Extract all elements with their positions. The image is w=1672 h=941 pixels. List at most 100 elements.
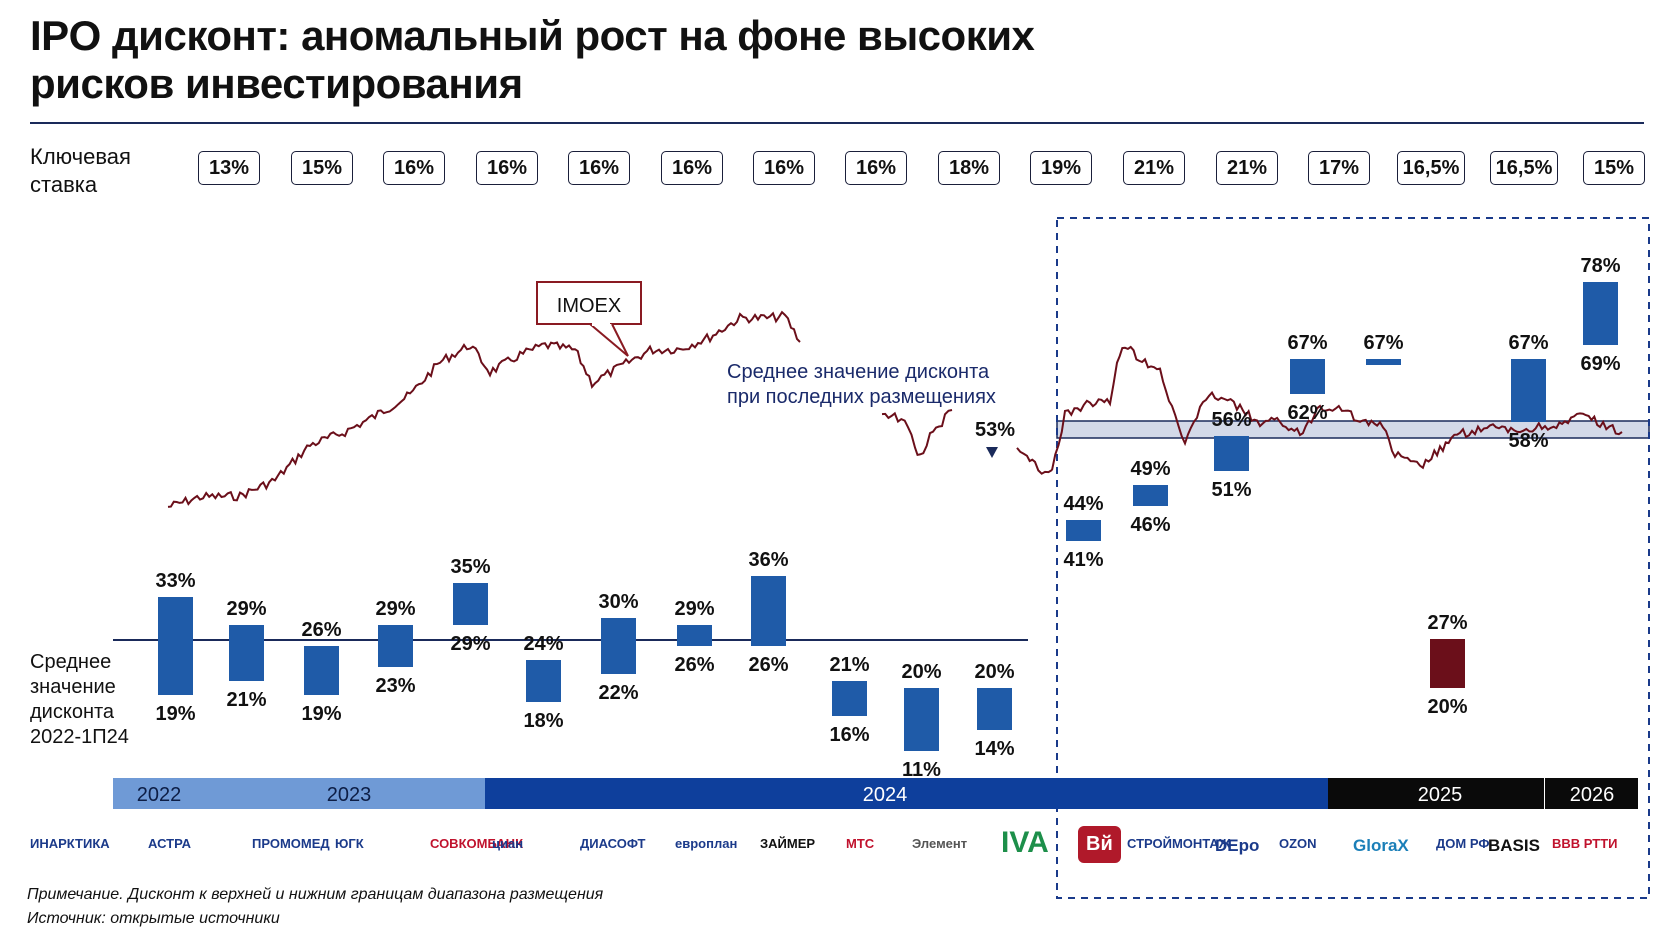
imoex-line-segment-2 bbox=[881, 409, 953, 457]
issuer-logo: СТРОЙМОНТАЖ bbox=[1127, 836, 1231, 851]
key-rate-label-line2: ставка bbox=[30, 172, 98, 197]
issuer-logo: европлан bbox=[675, 836, 738, 851]
issuer-logo: АСТРА bbox=[148, 836, 191, 851]
timeline-segment bbox=[113, 778, 485, 809]
discount-high-label: 33% bbox=[155, 570, 195, 592]
recent-avg-label-line1: Среднее значение дисконта bbox=[727, 361, 990, 383]
discount-low-label: 19% bbox=[155, 703, 195, 725]
imoex-label: IMOEX bbox=[557, 295, 621, 317]
discount-low-label: 14% bbox=[974, 738, 1014, 760]
imoex-callout: IMOEX bbox=[536, 281, 642, 357]
imoex-line-segment-4 bbox=[1051, 345, 1623, 471]
discount-low-label: 62% bbox=[1287, 402, 1327, 424]
timeline-year-label: 2025 bbox=[1418, 784, 1463, 806]
discount-bar bbox=[526, 660, 561, 702]
timeline-segment bbox=[1328, 778, 1544, 809]
discount-high-label: 29% bbox=[375, 598, 415, 620]
avg-label-line1: Среднее bbox=[30, 651, 112, 673]
discount-high-label: 78% bbox=[1580, 255, 1620, 277]
discount-bar bbox=[751, 576, 786, 646]
issuer-logo: СОВКОМБАНК bbox=[430, 836, 523, 851]
issuer-logo: ИНАРКТИКА bbox=[30, 836, 110, 851]
discount-high-label: 49% bbox=[1130, 458, 1170, 480]
key-rate-box: 15% bbox=[1583, 151, 1645, 185]
issuer-logo: OZON bbox=[1279, 836, 1317, 851]
discount-low-label: 22% bbox=[598, 682, 638, 704]
issuer-logo: Элемент bbox=[912, 836, 968, 851]
issuer-logo: ДИАСОФТ bbox=[580, 836, 646, 851]
discount-bar bbox=[977, 688, 1012, 730]
issuer-logo: ВВВ РТТИ bbox=[1552, 836, 1618, 851]
discount-low-label: 46% bbox=[1130, 514, 1170, 536]
timeline-segment bbox=[485, 778, 1328, 809]
avg-label-line3: дисконта bbox=[30, 701, 115, 723]
discount-low-label: 16% bbox=[829, 724, 869, 746]
avg-label-line4: 2022-1П24 bbox=[30, 726, 129, 748]
discount-high-label: 67% bbox=[1363, 332, 1403, 354]
discount-bar bbox=[1290, 359, 1325, 394]
discount-high-label: 21% bbox=[829, 654, 869, 676]
discount-low-label: 23% bbox=[375, 675, 415, 697]
discount-bar bbox=[1430, 639, 1465, 688]
discount-high-label: 30% bbox=[598, 591, 638, 613]
issuer-logo: BASIS bbox=[1488, 836, 1540, 855]
issuer-logo: циан bbox=[492, 836, 524, 851]
recent-avg-marker-icon bbox=[986, 447, 998, 458]
discount-bar bbox=[1366, 359, 1401, 365]
key-rate-label: Ключевая ставка bbox=[30, 143, 131, 199]
key-rate-box: 16% bbox=[661, 151, 723, 185]
key-rate-box: 16,5% bbox=[1490, 151, 1558, 185]
discount-bar bbox=[832, 681, 867, 716]
discount-bar bbox=[229, 625, 264, 681]
discount-bar bbox=[453, 583, 488, 625]
discount-high-label: 35% bbox=[450, 556, 490, 578]
discount-high-label: 20% bbox=[901, 661, 941, 683]
discount-high-label: 36% bbox=[748, 549, 788, 571]
imoex-line bbox=[167, 310, 801, 508]
discount-low-label: 58% bbox=[1508, 430, 1548, 452]
imoex-line-segment-3 bbox=[1016, 447, 1053, 475]
timeline-year-label: 2023 bbox=[327, 784, 372, 806]
key-rate-box: 16,5% bbox=[1397, 151, 1465, 185]
discount-high-label: 24% bbox=[523, 633, 563, 655]
discount-high-label: 56% bbox=[1211, 409, 1251, 431]
recent-placements-frame bbox=[1056, 217, 1650, 899]
discount-low-label: 26% bbox=[674, 654, 714, 676]
discount-bars: 33% 19% 29% 21% 26% 19% 29% 23% 35% 29% 24% 18% 30% 2… bbox=[155, 255, 1620, 781]
discount-bar bbox=[1511, 359, 1546, 422]
discount-bar bbox=[1066, 520, 1101, 541]
discount-low-label: 19% bbox=[301, 703, 341, 725]
timeline-segment bbox=[1545, 778, 1638, 809]
timeline-year-label: 2026 bbox=[1570, 784, 1615, 806]
discount-low-label: 69% bbox=[1580, 353, 1620, 375]
key-rate-box: 16% bbox=[383, 151, 445, 185]
key-rate-box: 18% bbox=[938, 151, 1000, 185]
key-rate-box: 13% bbox=[198, 151, 260, 185]
footnote: Примечание. Дисконт к верхней и нижним г… bbox=[27, 886, 604, 903]
avg-label-line2: значение bbox=[30, 676, 116, 698]
issuer-logo: МТС bbox=[846, 836, 875, 851]
issuer-logo: ДОМ РФ bbox=[1436, 836, 1490, 851]
discount-bar bbox=[1214, 436, 1249, 471]
key-rate-box: 16% bbox=[476, 151, 538, 185]
discount-low-label: 26% bbox=[748, 654, 788, 676]
title-line-2: рисков инвестирования bbox=[30, 60, 523, 107]
key-rate-box: 21% bbox=[1123, 151, 1185, 185]
issuer-logo: ЮГК bbox=[335, 836, 364, 851]
discount-low-label: 29% bbox=[450, 633, 490, 655]
discount-low-label: 11% bbox=[902, 759, 941, 781]
discount-high-label: 44% bbox=[1063, 493, 1103, 515]
discount-bar bbox=[601, 618, 636, 674]
discount-high-label: 20% bbox=[974, 661, 1014, 683]
discount-bar bbox=[304, 646, 339, 695]
discount-low-label: 41% bbox=[1063, 549, 1103, 571]
issuer-logo: IVA bbox=[1001, 826, 1049, 859]
issuer-logo: ЗАЙМЕР bbox=[760, 836, 816, 851]
key-rate-box: 15% bbox=[291, 151, 353, 185]
source-note: Источник: открытые источники bbox=[27, 910, 280, 927]
issuer-logo: Вй bbox=[1078, 826, 1121, 863]
discount-high-label: 27% bbox=[1427, 612, 1467, 634]
discount-bar bbox=[1583, 282, 1618, 345]
title-line-1: IPO дисконт: аномальный рост на фоне выс… bbox=[30, 12, 1035, 59]
